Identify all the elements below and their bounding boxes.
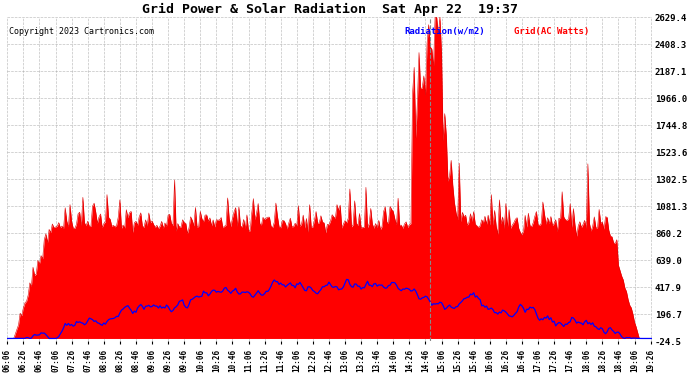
Text: Copyright 2023 Cartronics.com: Copyright 2023 Cartronics.com — [8, 27, 154, 36]
Text: Grid(AC Watts): Grid(AC Watts) — [513, 27, 589, 36]
Text: Radiation(w/m2): Radiation(w/m2) — [404, 27, 484, 36]
Title: Grid Power & Solar Radiation  Sat Apr 22  19:37: Grid Power & Solar Radiation Sat Apr 22 … — [141, 3, 518, 16]
